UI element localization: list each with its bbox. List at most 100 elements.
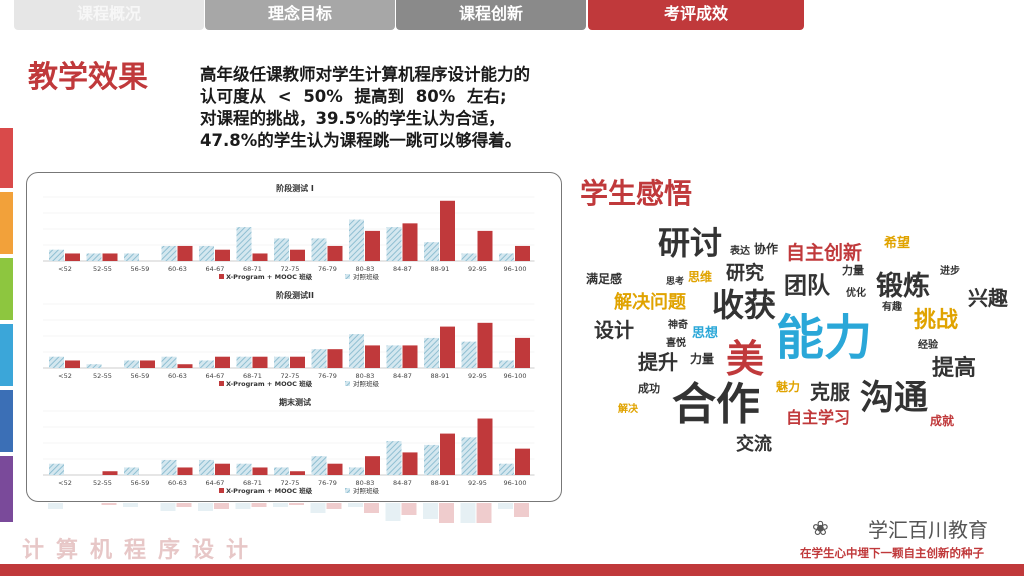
tick-label: 76-79 <box>318 372 337 380</box>
word-cloud-word: 解决问题 <box>614 292 686 313</box>
bar-xprogram <box>252 467 268 475</box>
word-cloud-word: 力量 <box>690 352 715 366</box>
bar-control <box>499 463 514 475</box>
bar-control <box>199 245 214 261</box>
word-cloud-word: 克服 <box>810 380 850 404</box>
bar-xprogram <box>290 356 305 368</box>
description-line: 47.8%的学生认为课程跳一跳可以够得着。 <box>200 131 522 150</box>
watermark-text: 计算机程序设计 <box>22 538 261 563</box>
word-cloud-word: 思考 <box>666 277 685 287</box>
bar-xprogram <box>215 356 230 368</box>
legend-swatch-control <box>345 274 350 279</box>
reflection-bar <box>48 503 63 509</box>
tick-label: 88-91 <box>431 479 450 487</box>
legend-swatch-control <box>345 381 350 386</box>
tick-label: 72-75 <box>281 372 300 380</box>
reflection-bar <box>423 503 438 519</box>
tab-course-overview[interactable]: 课程概况 <box>14 0 204 30</box>
word-cloud-word: 喜悦 <box>666 338 686 349</box>
tick-label: 76-79 <box>318 265 337 273</box>
bar-control <box>311 238 327 261</box>
tick-label: 64-67 <box>206 372 225 380</box>
bar-xprogram <box>140 360 155 368</box>
tick-label: 52-55 <box>93 265 112 273</box>
tick-label: <52 <box>58 265 72 273</box>
word-cloud-word: 神奇 <box>668 320 688 331</box>
reflection-bar <box>273 503 288 507</box>
bar-control <box>199 459 214 475</box>
tick-label: 88-91 <box>431 265 450 273</box>
left-color-strip-2 <box>0 258 13 320</box>
tick-label: 96-100 <box>503 479 526 487</box>
tick-label: 80-83 <box>356 372 375 380</box>
bar-xprogram <box>177 245 193 261</box>
word-cloud-word: 合作 <box>672 379 760 430</box>
bar-control <box>461 341 477 368</box>
bar-xprogram <box>477 322 493 368</box>
bar-xprogram <box>290 471 305 475</box>
word-cloud-word: 研讨 <box>658 224 723 262</box>
bar-control <box>424 242 439 261</box>
word-cloud-word: 力量 <box>842 264 864 277</box>
word-cloud-word: 经验 <box>918 340 938 351</box>
bar-control <box>49 463 64 475</box>
bar-control <box>49 249 64 261</box>
word-cloud-word: 满足感 <box>586 272 623 286</box>
charts-svg: 阶段测试 I <52 52-55 56-59 60-63 64-67 68-71 72-75 7… <box>43 183 535 495</box>
legend-label: X-Program + MOOC 班级 <box>226 486 313 495</box>
reflection-bar <box>123 503 138 507</box>
legend-label: X-Program + MOOC 班级 <box>226 272 313 281</box>
left-color-strip-0 <box>0 128 13 188</box>
left-color-strip-1 <box>0 192 13 254</box>
bar-control <box>386 345 402 368</box>
bar-xprogram <box>215 249 230 261</box>
tab-course-innovation[interactable]: 课程创新 <box>396 0 586 30</box>
reflection-bar <box>401 503 417 515</box>
bar-control <box>424 444 439 475</box>
bar-control <box>311 456 327 475</box>
bar-control <box>124 360 139 368</box>
bar-control <box>349 467 364 475</box>
bar-xprogram <box>102 471 118 475</box>
chart-reflection <box>26 503 562 533</box>
tick-label: 68-71 <box>243 479 262 487</box>
word-cloud-word: 能力 <box>776 310 873 366</box>
bar-control <box>499 253 514 261</box>
word-cloud-word: 协作 <box>754 242 779 256</box>
word-cloud-word: 优化 <box>846 288 866 299</box>
reflection-bar <box>364 503 379 513</box>
reflection-bar <box>289 503 304 505</box>
legend-swatch-xprogram <box>219 381 224 386</box>
left-color-strip-3 <box>0 324 13 386</box>
word-cloud-word: 思维 <box>688 270 713 284</box>
bar-xprogram <box>65 360 80 368</box>
brand-name: 学汇百川教育 <box>868 518 988 542</box>
description: 高年级任课教师对学生计算机程序设计能力的 认可度从 < 50% 提高到 80% … <box>200 64 620 152</box>
tick-label: 92-95 <box>468 372 487 380</box>
tick-label: 84-87 <box>393 372 412 380</box>
bar-control <box>461 437 477 475</box>
word-cloud-word: 交流 <box>736 434 772 455</box>
legend-label: 对照班级 <box>353 486 380 495</box>
bar-control <box>124 467 139 475</box>
bar-xprogram <box>477 418 493 475</box>
bar-xprogram <box>252 253 268 261</box>
word-cloud-word: 魅力 <box>776 380 801 394</box>
tab-concept-goals[interactable]: 理念目标 <box>205 0 395 30</box>
left-color-strip-4 <box>0 390 13 452</box>
tab-evaluation-results[interactable]: 考评成效 <box>588 0 804 30</box>
tick-label: 84-87 <box>393 479 412 487</box>
reflection-bar <box>498 503 513 509</box>
reflection-bar <box>460 503 476 523</box>
description-line: 对课程的挑战，39.5%的学生认为合适， <box>200 109 505 128</box>
wechat-icon: ❀ <box>812 516 829 540</box>
bottom-bar <box>0 564 1024 576</box>
reflection-bar <box>101 503 117 505</box>
bar-control <box>161 245 177 261</box>
word-cloud-title: 学生感悟 <box>580 177 693 210</box>
tick-label: 64-67 <box>206 479 225 487</box>
word-cloud-word: 兴趣 <box>968 286 1008 310</box>
bar-control <box>499 360 514 368</box>
reflection-bar <box>176 503 192 507</box>
word-cloud-word: 进步 <box>940 266 960 277</box>
